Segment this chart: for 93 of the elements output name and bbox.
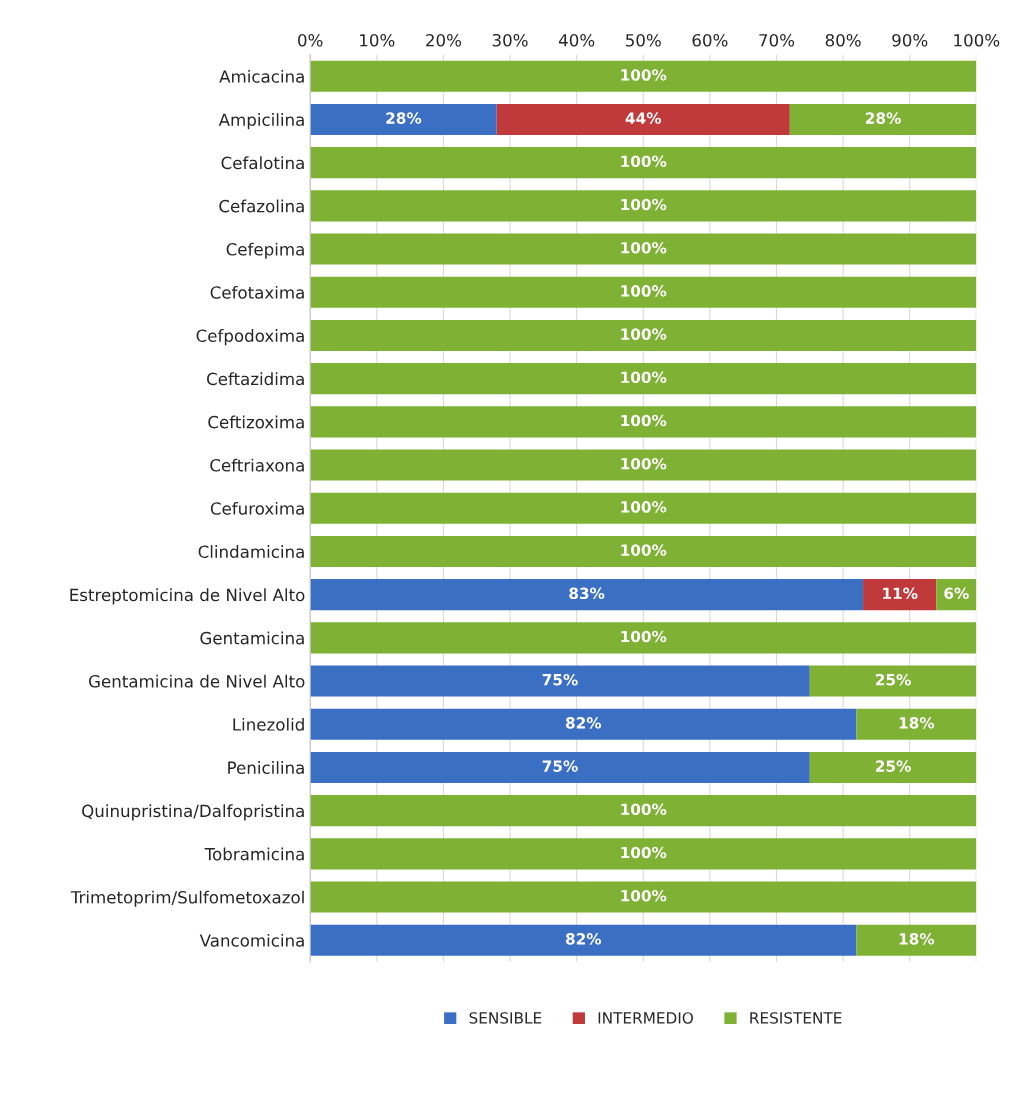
x-tick-label: 80% [825,33,861,47]
x-tick-label: 10% [360,33,395,47]
data-label: 82% [565,717,602,729]
data-label: 100% [621,544,667,556]
data-label: 25% [875,760,911,772]
bar [310,795,977,827]
bar [310,579,864,611]
data-label: 25% [875,673,911,686]
data-label: 82% [565,933,602,945]
data-label: 28% [865,112,901,124]
data-label: 100% [621,501,667,513]
bar [310,881,977,913]
data-label: 100% [621,198,667,211]
data-label: 44% [625,112,662,124]
bar [310,406,977,438]
y-tick-label: Ceftazidima [207,372,304,386]
x-tick-label: 50% [626,33,661,47]
legend-label: RESISTENTE [750,1012,842,1024]
x-tick-label: 40% [558,33,595,47]
y-tick-label: Penicilina [228,761,304,775]
y-tick-label: Gentamicina de Nivel Alto [89,674,305,688]
y-tick-label: Vancomicina [199,933,304,947]
data-label: 100% [621,285,667,297]
y-tick-label: Clindamicina [198,545,304,559]
data-label: 100% [621,630,667,643]
bar [310,449,977,481]
data-label: 75% [542,760,578,772]
data-label: 11% [883,587,918,600]
bar [310,363,977,395]
x-tick-label: 90% [892,33,928,47]
x-tick-label: 0% [298,33,323,47]
legend-label: SENSIBLE [469,1012,542,1024]
bar [310,622,977,654]
data-label: 75% [542,673,578,686]
y-tick-label: Cefuroxima [210,501,304,515]
data-label: 83% [569,587,605,600]
y-tick-label: Cefazolina [219,199,304,213]
bar [310,147,977,179]
bar [310,190,977,222]
data-label: 18% [899,717,935,729]
y-tick-label: Cefpodoxima [196,329,304,346]
x-tick-label: 70% [759,33,795,47]
y-tick-label: Cefalotina [221,156,304,170]
y-tick-label: Tobramicina [204,847,304,861]
bar [856,708,977,740]
bar [310,535,977,567]
bar [310,924,857,956]
data-label: 100% [621,803,667,816]
x-tick-label: 20% [426,33,462,47]
data-label: 100% [621,371,667,384]
x-tick-label: 100% [954,33,1000,47]
data-label: 6% [944,587,969,600]
bar [856,924,977,956]
bar [789,103,977,135]
data-label: 100% [621,846,667,859]
y-tick-label: Estreptomicina de Nivel Alto [70,588,305,605]
y-tick-label: Cefotaxima [210,285,304,299]
x-tick-label: 60% [692,33,728,47]
y-tick-label: Quinupristina/Dalfopristina [82,804,304,821]
x-tick-label: 30% [492,33,528,47]
data-label: 100% [621,457,667,470]
bar [310,665,810,697]
y-tick-label: Amicacina [219,69,304,83]
bar [310,751,810,783]
bar [310,319,977,351]
y-tick-label: Ceftizoxima [208,415,304,429]
data-label: 100% [621,414,667,427]
bar [310,60,977,92]
data-label: 18% [899,933,935,945]
data-label: 100% [621,241,667,254]
bar [310,103,497,135]
y-tick-label: Ampicilina [218,113,304,130]
bar [310,838,977,870]
bar [809,751,977,783]
bar [809,665,977,697]
bar [310,708,857,740]
data-label: 100% [621,889,667,902]
data-label: 100% [621,155,667,168]
bar [863,579,937,611]
bar [496,103,790,135]
y-tick-label: Ceftriaxona [210,458,304,472]
y-tick-label: Trimetoprim/Sulfometoxazol [70,890,304,907]
bar [310,492,977,524]
y-tick-label: Linezolid [233,717,304,731]
y-tick-label: Cefepima [226,242,304,259]
legend-label: INTERMEDIO [598,1012,693,1024]
data-label: 100% [621,328,667,340]
bar [310,276,977,308]
bar [310,233,977,265]
y-tick-label: Gentamicina [200,631,304,645]
data-label: 28% [386,112,422,124]
data-label: 100% [621,69,667,81]
bar [936,579,977,611]
